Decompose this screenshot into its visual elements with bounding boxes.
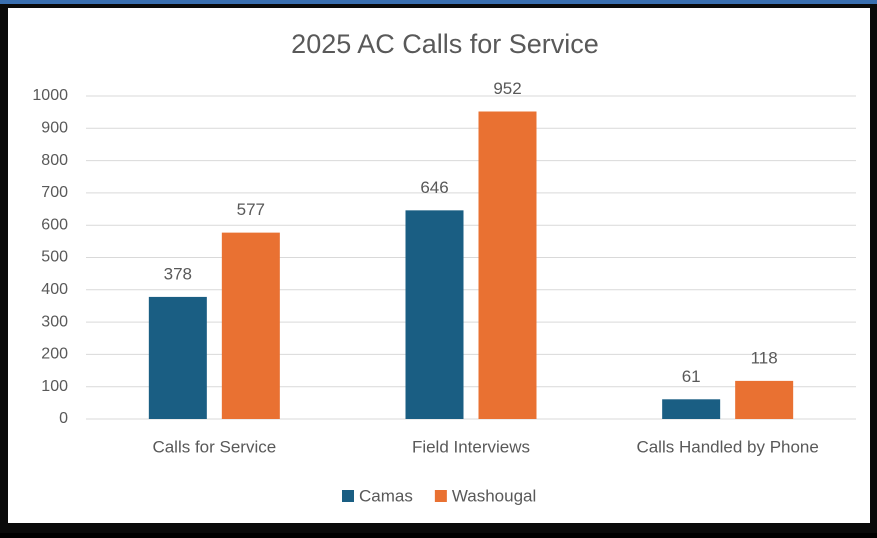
y-tick-label: 100 — [41, 378, 68, 395]
chart-title: 2025 AC Calls for Service — [291, 29, 599, 59]
legend-label: Camas — [359, 486, 413, 505]
data-label: 61 — [682, 367, 701, 386]
x-tick-label: Calls Handled by Phone — [636, 437, 818, 456]
data-label: 646 — [420, 178, 448, 197]
y-tick-label: 300 — [41, 313, 68, 330]
data-label: 577 — [237, 200, 265, 219]
data-label: 118 — [751, 348, 778, 367]
x-tick-label: Calls for Service — [152, 437, 276, 456]
y-tick-label: 200 — [41, 346, 68, 363]
legend-swatch — [434, 490, 447, 502]
frame-top — [0, 0, 877, 4]
y-tick-label: 500 — [41, 249, 68, 266]
legend-swatch — [342, 490, 354, 502]
bar — [662, 399, 721, 419]
bar — [405, 210, 464, 419]
y-tick-label: 400 — [41, 281, 68, 298]
y-tick-label: 0 — [59, 410, 68, 427]
y-tick-label: 600 — [41, 216, 68, 233]
bar — [221, 232, 280, 419]
y-tick-label: 800 — [41, 152, 68, 169]
data-label: 378 — [164, 264, 192, 283]
x-tick-label: Field Interviews — [412, 437, 530, 456]
bar — [735, 380, 794, 419]
data-label: 952 — [493, 79, 521, 98]
bar — [478, 111, 537, 419]
legend-label: Washougal — [452, 486, 536, 505]
y-tick-label: 1000 — [32, 87, 68, 104]
bar — [148, 296, 207, 419]
y-tick-label: 700 — [41, 184, 68, 201]
y-tick-label: 900 — [41, 120, 68, 137]
